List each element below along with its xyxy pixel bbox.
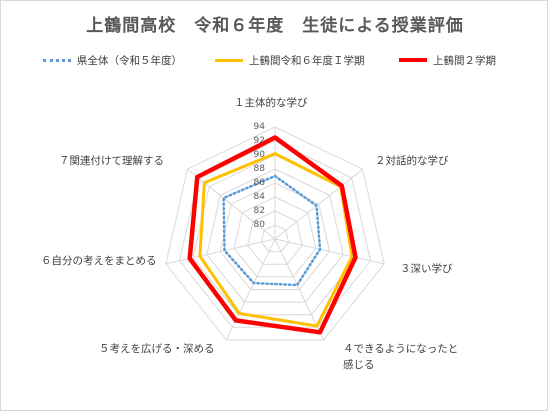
axis-spoke <box>225 238 276 341</box>
tick-label: 90 <box>253 150 265 160</box>
legend: 県全体（令和５年度） 上鶴間令和６年度Ｉ学期 上鶴間２学期 <box>1 51 548 69</box>
tick-label: 82 <box>253 206 265 216</box>
axis-label-2: ２対話的な学び <box>375 155 449 167</box>
axis-spoke <box>274 238 325 341</box>
legend-item-prefecture: 県全体（令和５年度） <box>43 51 182 69</box>
legend-label-prefecture: 県全体（令和５年度） <box>77 54 182 67</box>
axis-label-7: ７関連付けて理解する <box>59 155 164 167</box>
grid-ring <box>206 168 344 303</box>
legend-label-term1: 上鶴間令和６年度Ｉ学期 <box>249 54 365 67</box>
legend-swatch-term2 <box>399 58 427 62</box>
axis-spoke <box>187 168 276 240</box>
axis-spoke <box>274 238 385 265</box>
tick-label: 88 <box>253 164 265 174</box>
axis-label-5: ５考えを広げる・深める <box>99 343 215 355</box>
tick-label: 80 <box>253 220 265 230</box>
grid-ring <box>219 182 331 290</box>
tick-label: 94 <box>253 122 265 132</box>
legend-label-term2: 上鶴間２学期 <box>433 54 496 67</box>
axis-spoke <box>274 168 363 240</box>
legend-item-term1: 上鶴間令和６年度Ｉ学期 <box>215 51 365 69</box>
axis-label-6: ６自分の考えをまとめる <box>41 255 157 267</box>
tick-label: 84 <box>253 192 265 202</box>
grid-ring <box>260 224 290 253</box>
grid-ring <box>165 126 385 341</box>
legend-item-term2: 上鶴間２学期 <box>399 51 496 69</box>
axis-spoke <box>165 238 276 265</box>
series-line-1 <box>222 174 322 287</box>
axis-label-1: １主体的な学び <box>234 97 308 109</box>
chart-title: 上鶴間高校 令和６年度 生徒による授業評価 <box>86 16 464 36</box>
axis-label-4: ４できるようになったと感じる <box>343 343 459 371</box>
tick-label: 86 <box>253 178 265 188</box>
grid-ring <box>233 196 317 278</box>
grid-ring <box>247 210 303 265</box>
series-line-3 <box>187 135 358 335</box>
axis-label-3: ３深い学び <box>400 263 453 275</box>
legend-swatch-prefecture <box>43 58 71 62</box>
tick-label: 92 <box>253 136 265 146</box>
legend-swatch-term1 <box>215 58 243 62</box>
